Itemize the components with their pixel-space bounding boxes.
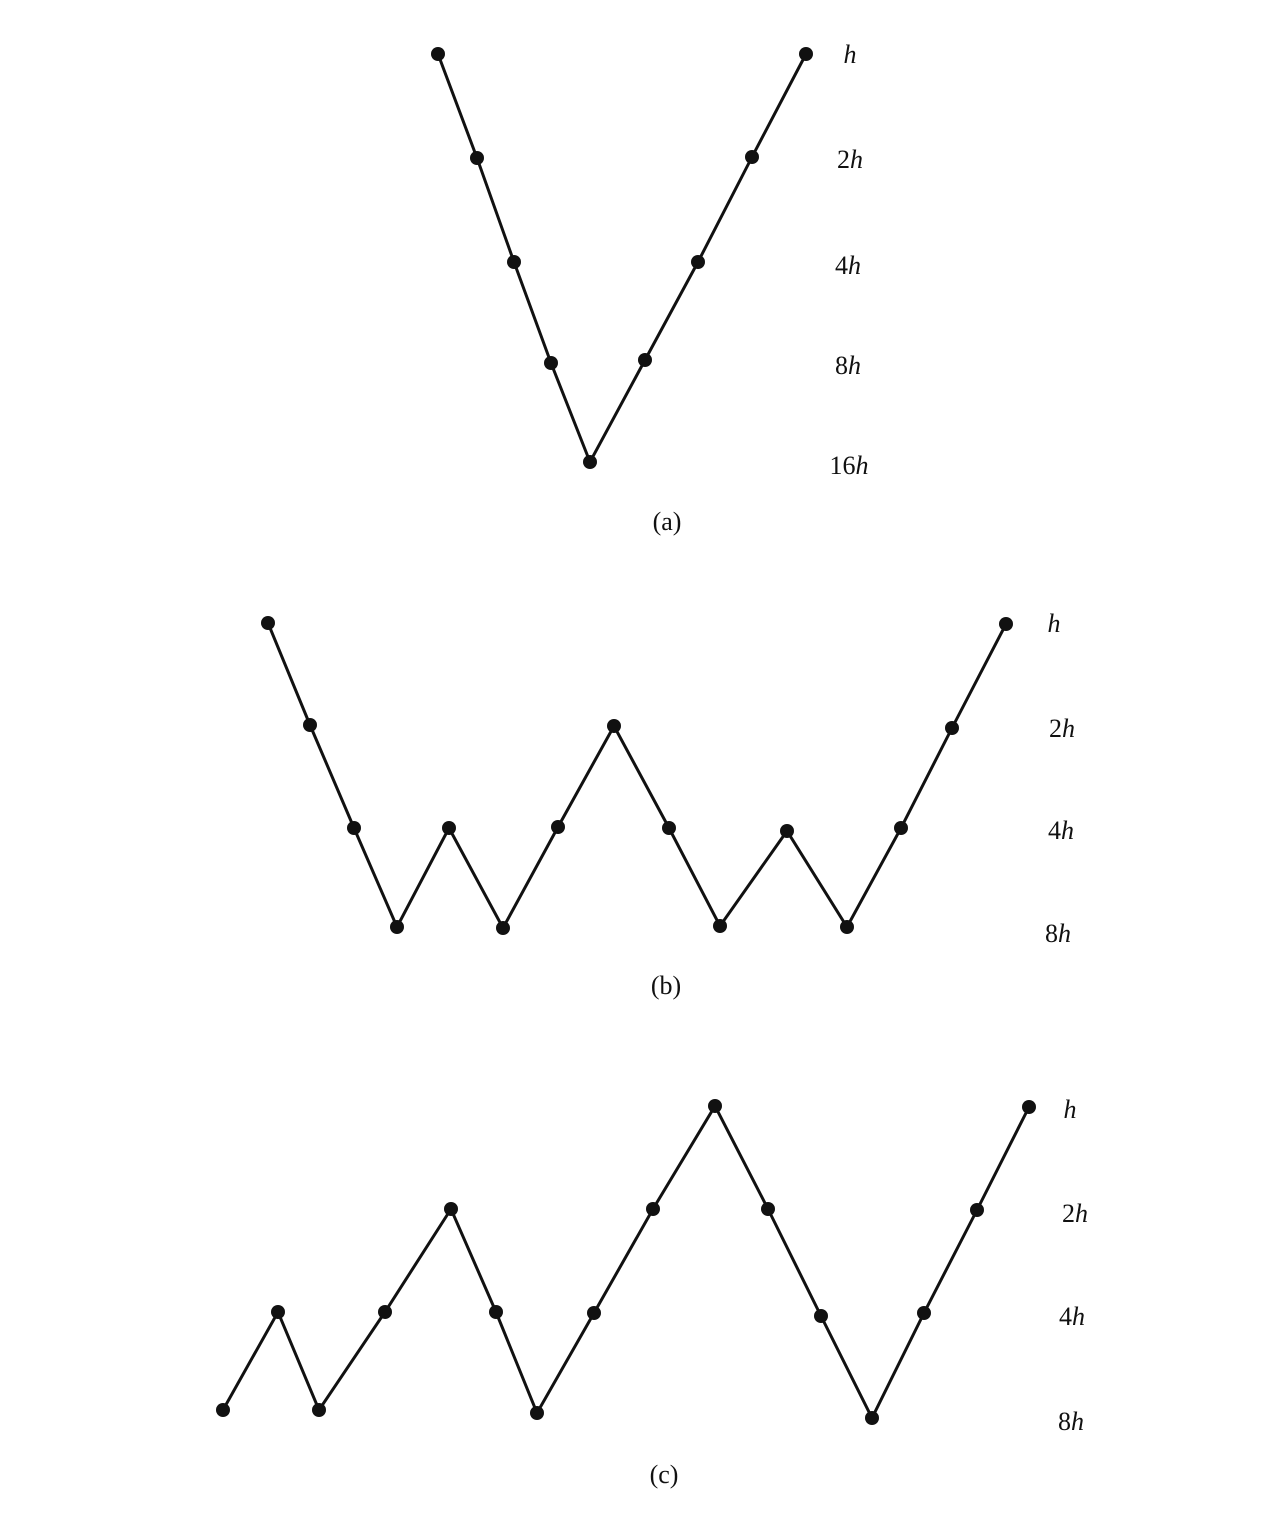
grid-node: [799, 47, 813, 61]
grid-node: [1022, 1100, 1036, 1114]
grid-node: [662, 821, 676, 835]
grid-node: [261, 616, 275, 630]
grid-node: [587, 1306, 601, 1320]
cycle-path-a: [436, 53, 808, 466]
grid-level-label: 4h: [1059, 1302, 1085, 1331]
grid-node: [390, 920, 404, 934]
grid-node: [347, 821, 361, 835]
grid-node: [431, 47, 445, 61]
grid-level-label: h: [1048, 609, 1061, 638]
grid-node: [814, 1309, 828, 1323]
grid-level-label: h: [844, 40, 857, 69]
grid-node: [271, 1305, 285, 1319]
panel-caption: (b): [651, 971, 681, 1000]
grid-node: [865, 1411, 879, 1425]
panel-caption: (a): [653, 507, 682, 536]
grid-node: [761, 1202, 775, 1216]
grid-level-label: h: [1064, 1095, 1077, 1124]
grid-level-label: 8h: [1058, 1407, 1084, 1436]
grid-nodes-a: [431, 47, 813, 469]
grid-level-label: 2h: [1049, 714, 1075, 743]
grid-node: [530, 1406, 544, 1420]
grid-node: [745, 150, 759, 164]
panel-a: h 2h 4h 8h 16h (a): [431, 40, 869, 536]
grid-level-label: 4h: [835, 251, 861, 280]
grid-level-label: 8h: [835, 351, 861, 380]
grid-node: [583, 455, 597, 469]
grid-node: [780, 824, 794, 838]
panel-b: h 2h 4h 8h (b): [261, 609, 1075, 1000]
grid-node: [378, 1305, 392, 1319]
grid-node: [708, 1099, 722, 1113]
grid-node: [507, 255, 521, 269]
grid-node: [489, 1305, 503, 1319]
grid-node: [713, 919, 727, 933]
grid-node: [216, 1403, 230, 1417]
grid-node: [894, 821, 908, 835]
grid-node: [303, 718, 317, 732]
grid-nodes-c: [216, 1099, 1036, 1425]
grid-node: [551, 820, 565, 834]
grid-node: [442, 821, 456, 835]
cycle-path-b: [266, 622, 1008, 932]
panel-c: h 2h 4h 8h (c): [216, 1095, 1088, 1489]
panel-caption: (c): [650, 1460, 679, 1489]
grid-node: [970, 1203, 984, 1217]
grid-level-label: 2h: [1062, 1199, 1088, 1228]
grid-node: [544, 356, 558, 370]
grid-node: [638, 353, 652, 367]
grid-node: [312, 1403, 326, 1417]
grid-node: [607, 719, 621, 733]
grid-level-label: 2h: [837, 145, 863, 174]
grid-node: [917, 1306, 931, 1320]
grid-node: [999, 617, 1013, 631]
grid-node: [691, 255, 705, 269]
grid-node: [444, 1202, 458, 1216]
grid-node: [496, 921, 510, 935]
grid-node: [470, 151, 484, 165]
cycle-path-c: [221, 1102, 1031, 1422]
grid-node: [945, 721, 959, 735]
grid-node: [840, 920, 854, 934]
grid-node: [646, 1202, 660, 1216]
grid-level-label: 16h: [830, 451, 869, 480]
grid-level-label: 4h: [1048, 816, 1074, 845]
grid-level-label: 8h: [1045, 919, 1071, 948]
grid-nodes-b: [261, 616, 1013, 935]
